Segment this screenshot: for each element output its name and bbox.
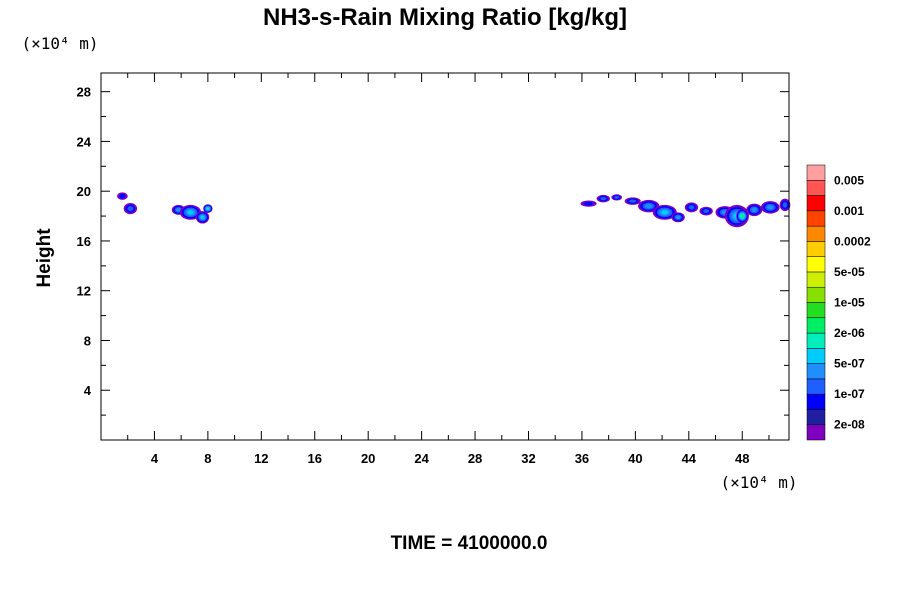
colorbar-label: 0.001 (834, 204, 864, 218)
x-tick-label: 32 (521, 451, 535, 466)
rain-patch (117, 192, 128, 200)
y-axis-label: Height (34, 228, 55, 288)
colorbar-swatch (806, 225, 826, 242)
colorbar-label: 0.005 (834, 173, 864, 187)
contour-level (614, 196, 620, 199)
colorbar-label: 2e-08 (834, 418, 865, 432)
time-label: TIME = 4100000.0 (391, 533, 548, 554)
contour-level (675, 215, 681, 220)
contour-level (583, 201, 594, 206)
x-unit-label: (×10⁴ m) (720, 473, 797, 492)
contour-level (187, 210, 194, 215)
y-unit-label: (×10⁴ m) (21, 34, 98, 53)
colorbar-label: 1e-05 (834, 296, 865, 310)
colorbar-swatch (806, 332, 826, 349)
x-tick-label: 12 (254, 451, 268, 466)
colorbar-swatch (806, 256, 826, 273)
colorbar-swatch (806, 241, 826, 257)
x-tick-label: 8 (204, 451, 211, 466)
x-tick-label: 48 (735, 451, 749, 466)
x-tick-label: 4 (151, 451, 159, 466)
y-tick-label: 24 (77, 134, 92, 149)
colorbar-swatch (806, 210, 826, 227)
rain-patch (760, 201, 780, 214)
colorbar-swatch (806, 348, 826, 364)
contour-level (688, 205, 695, 210)
rain-patch (684, 202, 699, 213)
colorbar-label: 2e-06 (834, 326, 865, 340)
x-tick-label: 40 (628, 451, 642, 466)
x-tick-label: 24 (414, 451, 429, 466)
contour-level (119, 193, 126, 199)
contour-level (645, 203, 653, 209)
contour-level (176, 208, 181, 212)
contour-level (782, 202, 788, 208)
y-tick-label: 28 (77, 85, 91, 100)
plot-frame (100, 72, 790, 441)
contour-features (117, 192, 791, 228)
contour-level (661, 210, 669, 215)
y-tick-label: 12 (77, 284, 91, 299)
colorbar-swatch (806, 317, 826, 334)
contour-level (767, 205, 774, 210)
y-tick-label: 20 (77, 184, 91, 199)
x-tick-label: 28 (468, 451, 482, 466)
rain-patch (652, 204, 677, 220)
rain-patch (580, 200, 597, 207)
rain-patch (624, 197, 641, 205)
x-tick-label: 20 (361, 451, 375, 466)
rain-patch (195, 211, 210, 224)
colorbar-swatch (806, 409, 826, 425)
colorbar-swatch (806, 164, 826, 181)
x-axis: 4 8 12 16 20 24 28 32 36 40 44 48 (127, 73, 770, 466)
colorbar-swatch (806, 195, 826, 212)
colorbar-label: 0.0002 (834, 234, 871, 248)
rain-patch (779, 198, 791, 212)
rain-patch (179, 204, 202, 220)
contour-level (740, 214, 744, 218)
y-tick-label: 4 (84, 383, 92, 398)
colorbar-swatch (806, 180, 826, 196)
rain-patch (746, 203, 763, 217)
contour-level (751, 207, 758, 213)
rain-patch (699, 206, 713, 216)
colorbar-label: 5e-07 (834, 357, 865, 371)
rain-patch (123, 203, 138, 215)
contour-level (703, 209, 710, 214)
x-tick-label: 44 (682, 451, 697, 466)
x-tick-label: 36 (575, 451, 589, 466)
rain-patch (596, 194, 610, 203)
rain-patch (611, 194, 623, 201)
colorbar-swatch (806, 271, 826, 288)
x-tick-label: 16 (308, 451, 322, 466)
contour-level (600, 196, 607, 201)
rain-patch (671, 212, 685, 223)
colorbar-label: 5e-05 (834, 265, 865, 279)
colorbar-swatch (806, 378, 826, 395)
colorbar-label: 1e-07 (834, 387, 865, 401)
y-axis: 4 8 12 16 20 24 28 (77, 85, 789, 416)
contour-level (206, 207, 210, 210)
colorbar-swatch (806, 393, 826, 410)
colorbar-swatch (806, 286, 826, 303)
colorbar-swatch (806, 302, 826, 319)
colorbar-swatch (806, 424, 826, 441)
rain-patch (736, 209, 749, 223)
contour-level (200, 215, 205, 220)
y-tick-label: 16 (77, 234, 91, 249)
chart-title: NH3-s-Rain Mixing Ratio [kg/kg] (263, 4, 627, 31)
y-tick-label: 8 (84, 333, 91, 348)
rain-patch (203, 204, 213, 213)
contour-level (127, 206, 134, 212)
colorbar-swatch (806, 363, 826, 380)
contour-level (629, 199, 637, 203)
colorbar: 2e-08 1e-07 5e-07 2e-06 1e-05 5e-05 0.0002 0.00… (806, 164, 871, 441)
